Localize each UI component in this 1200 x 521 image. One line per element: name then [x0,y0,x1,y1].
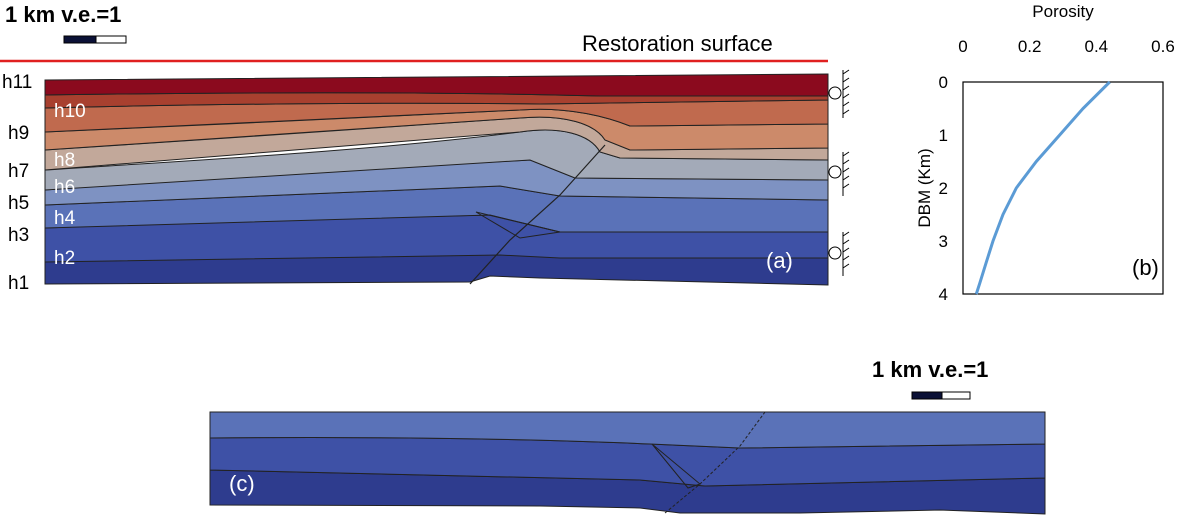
cross-section-a [44,73,829,286]
horizon-label-h4: h4 [54,208,76,229]
horizon-label-h1: h1 [8,273,29,294]
fault-line-c [664,411,766,514]
horizon-label-h8: h8 [54,150,75,171]
horizon-label-h9: h9 [8,123,29,144]
panel-c-group: 1 km v.e.=1 (c) [209,357,1046,515]
layer-10 [44,73,829,97]
fault-wedge-a [475,211,561,239]
y-tick-label: 3 [939,232,948,251]
panel-label-c: (c) [229,471,255,496]
porosity-curve [974,80,1111,295]
x-tick-label: 0.2 [1018,37,1042,56]
chart-frame [962,81,1164,295]
y-tick-label: 0 [939,73,948,92]
cross-section-c [209,411,1046,515]
scale-bar-bottom [911,391,971,400]
panel-label-b: (b) [1132,255,1159,280]
x-tick-label: 0.6 [1151,37,1175,56]
x-tick-labels: 0 0.2 0.4 0.6 [958,37,1175,56]
y-tick-label: 4 [939,285,948,304]
panel-label-a: (a) [766,248,793,273]
horizon-label-h5: h5 [8,193,29,214]
horizon-label-h7: h7 [8,161,29,182]
y-axis-label: DBM (Km) [915,148,934,227]
x-tick-label: 0.4 [1085,37,1109,56]
panel-b-chart: Porosity 0 0.2 0.4 0.6 0 1 2 3 4 DBM (Km) (b) [915,2,1175,304]
pin-supports [828,69,850,276]
scale-bar-title-bottom: 1 km v.e.=1 [872,357,988,382]
horizon-label-h10: h10 [54,101,86,122]
x-tick-label: 0 [958,37,967,56]
scale-bar-title-top: 1 km v.e.=1 [5,2,121,27]
fault-line-a [469,144,606,285]
y-tick-label: 2 [939,179,948,198]
chart-title: Porosity [1032,2,1094,21]
panel-a-group: 1 km v.e.=1 Restoration surface [0,2,850,294]
layer-c-1 [209,411,1046,449]
horizon-label-h6: h6 [54,177,75,198]
horizon-label-h3: h3 [8,225,29,246]
scale-bar-top [63,35,127,44]
fault-wedge-c [651,443,702,489]
horizon-label-h11: h11 [2,72,32,93]
horizon-label-h2: h2 [54,248,75,269]
y-tick-labels: 0 1 2 3 4 [939,73,948,304]
y-tick-label: 1 [939,126,948,145]
restoration-surface-label: Restoration surface [582,31,773,56]
